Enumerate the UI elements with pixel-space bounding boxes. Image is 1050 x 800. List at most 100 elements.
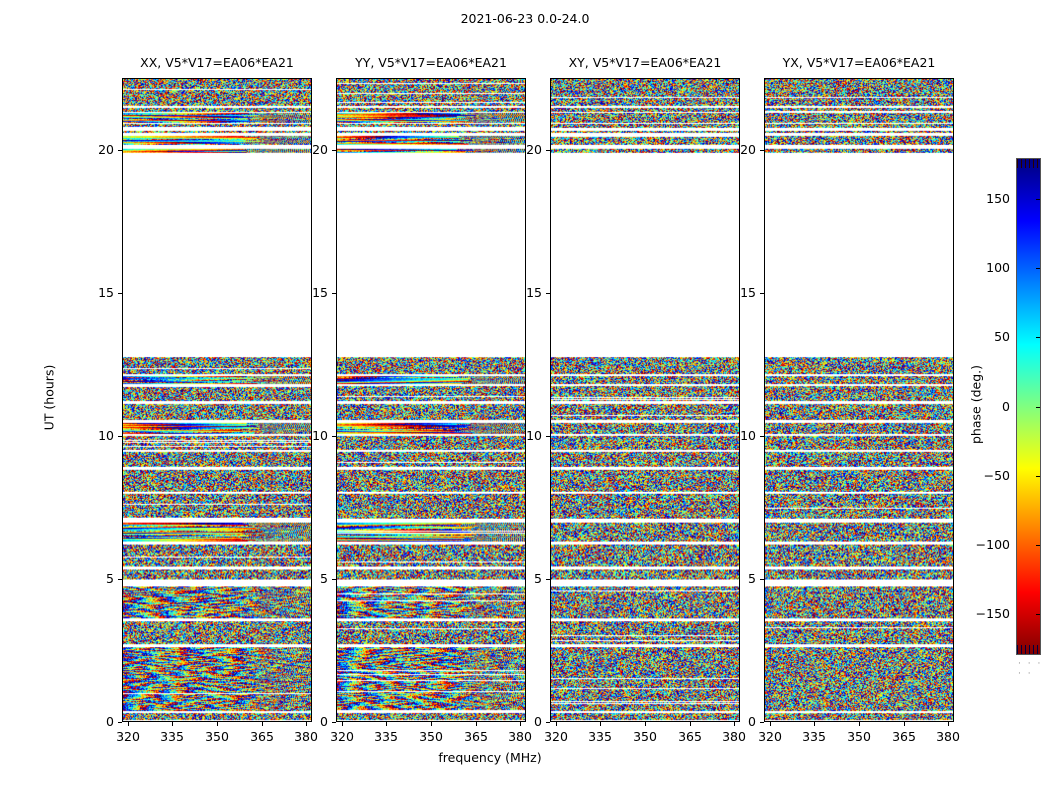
colorbar-tick-mark [1036, 407, 1040, 408]
colorbar-tick-label: −100 [975, 537, 1010, 552]
y-tick-mark [118, 436, 122, 437]
colorbar-tick-mark [1036, 476, 1040, 477]
y-tick-mark [760, 579, 764, 580]
colorbar-tick-label: −150 [975, 606, 1010, 621]
x-tick-mark [431, 722, 432, 726]
x-tick-mark [556, 722, 557, 726]
y-tick-label: 0 [320, 714, 328, 729]
x-tick-mark [476, 722, 477, 726]
x-tick-label: 335 [160, 729, 184, 744]
x-tick-mark [128, 722, 129, 726]
plot-panel-xx[interactable] [122, 78, 312, 722]
y-tick-label: 20 [740, 142, 756, 157]
x-tick-label: 335 [802, 729, 826, 744]
colorbar-gradient [1016, 158, 1041, 655]
y-tick-label: 0 [748, 714, 756, 729]
x-tick-mark [948, 722, 949, 726]
x-tick-label: 350 [633, 729, 657, 744]
y-tick-mark [760, 436, 764, 437]
plot-panel-yy[interactable] [336, 78, 526, 722]
y-tick-mark [332, 150, 336, 151]
x-tick-mark [814, 722, 815, 726]
y-tick-mark [546, 436, 550, 437]
x-tick-mark [342, 722, 343, 726]
y-tick-label: 0 [106, 714, 114, 729]
x-tick-mark [217, 722, 218, 726]
x-tick-label: 350 [847, 729, 871, 744]
colorbar-tick-mark [1036, 614, 1040, 615]
figure-title: 2021-06-23 0.0-24.0 [460, 11, 590, 26]
x-tick-mark [904, 722, 905, 726]
x-tick-label: 380 [936, 729, 960, 744]
colorbar-underflow-marker: · · · · · [1018, 659, 1043, 679]
colorbar-tick-label: 0 [1002, 399, 1010, 414]
x-tick-mark [386, 722, 387, 726]
colorbar-tick-label: 100 [986, 260, 1010, 275]
x-tick-label: 365 [678, 729, 702, 744]
plot-panel-yx[interactable] [764, 78, 954, 722]
x-tick-label: 320 [330, 729, 354, 744]
y-tick-label: 15 [98, 285, 114, 300]
y-tick-mark [332, 579, 336, 580]
x-tick-mark [645, 722, 646, 726]
y-tick-mark [546, 150, 550, 151]
x-tick-mark [262, 722, 263, 726]
panel-title-xy: XY, V5*V17=EA06*EA21 [568, 55, 722, 70]
waterfall-image-xy [551, 79, 739, 721]
colorbar-tick-label: −50 [983, 468, 1010, 483]
colorbar-tick-mark [1036, 545, 1040, 546]
x-tick-label: 380 [722, 729, 746, 744]
x-tick-label: 365 [464, 729, 488, 744]
y-tick-mark [332, 293, 336, 294]
y-tick-label: 5 [534, 571, 542, 586]
x-tick-mark [306, 722, 307, 726]
colorbar-overflow-hatch [1017, 159, 1040, 168]
y-tick-mark [332, 436, 336, 437]
x-tick-label: 320 [116, 729, 140, 744]
y-tick-label: 20 [526, 142, 542, 157]
x-tick-mark [770, 722, 771, 726]
x-tick-mark [520, 722, 521, 726]
y-tick-label: 5 [106, 571, 114, 586]
panel-title-xx: XX, V5*V17=EA06*EA21 [140, 55, 294, 70]
y-tick-mark [546, 293, 550, 294]
y-tick-mark [332, 722, 336, 723]
panel-title-yx: YX, V5*V17=EA06*EA21 [782, 55, 936, 70]
colorbar-tick-mark [1036, 268, 1040, 269]
waterfall-image-yy [337, 79, 525, 721]
colorbar-tick-label: 50 [994, 329, 1010, 344]
y-tick-label: 10 [740, 428, 756, 443]
x-tick-mark [690, 722, 691, 726]
colorbar-underflow-hatch [1017, 645, 1040, 654]
y-tick-mark [760, 293, 764, 294]
y-tick-mark [118, 293, 122, 294]
y-tick-label: 20 [98, 142, 114, 157]
y-tick-mark [118, 150, 122, 151]
y-tick-label: 15 [526, 285, 542, 300]
x-tick-mark [734, 722, 735, 726]
plot-panel-xy[interactable] [550, 78, 740, 722]
x-tick-label: 335 [588, 729, 612, 744]
colorbar-tick-label: 150 [986, 191, 1010, 206]
x-tick-label: 380 [294, 729, 318, 744]
colorbar-tick-mark [1036, 199, 1040, 200]
y-tick-label: 10 [312, 428, 328, 443]
y-tick-label: 5 [320, 571, 328, 586]
panel-title-yy: YY, V5*V17=EA06*EA21 [355, 55, 507, 70]
y-tick-mark [760, 722, 764, 723]
colorbar-tick-mark [1036, 337, 1040, 338]
x-tick-label: 365 [892, 729, 916, 744]
x-axis-label: frequency (MHz) [438, 750, 542, 765]
colorbar-label: phase (deg.) [968, 364, 984, 444]
y-tick-label: 15 [740, 285, 756, 300]
y-tick-mark [760, 150, 764, 151]
x-tick-mark [172, 722, 173, 726]
y-tick-mark [118, 722, 122, 723]
x-tick-label: 380 [508, 729, 532, 744]
x-tick-label: 350 [419, 729, 443, 744]
y-tick-label: 5 [748, 571, 756, 586]
x-tick-label: 350 [205, 729, 229, 744]
y-tick-label: 0 [534, 714, 542, 729]
y-tick-label: 15 [312, 285, 328, 300]
y-tick-label: 10 [526, 428, 542, 443]
